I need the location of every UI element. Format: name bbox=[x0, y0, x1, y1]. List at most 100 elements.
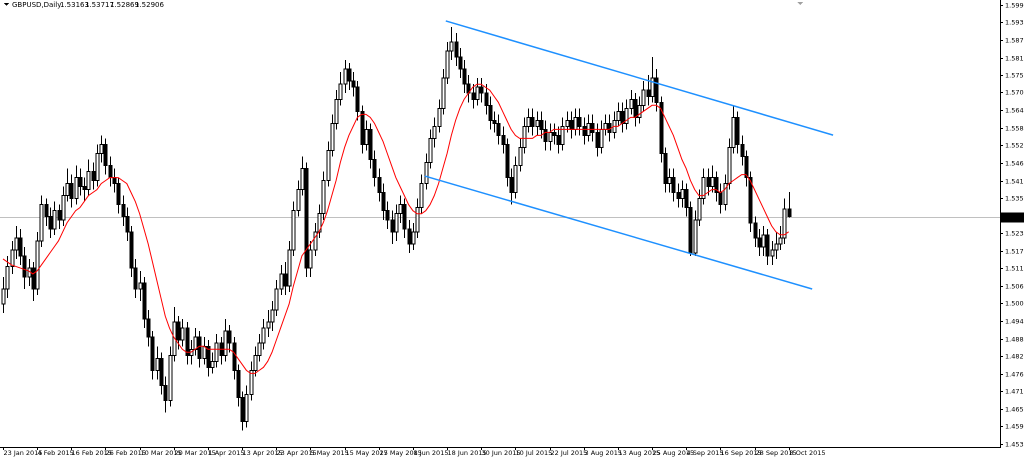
candle-body bbox=[522, 125, 527, 148]
x-tick-label: 15 May 2015 bbox=[346, 449, 388, 457]
candle-body bbox=[415, 207, 420, 233]
candle-body bbox=[313, 231, 318, 251]
candle-body bbox=[185, 327, 190, 356]
x-tick-label: 3 Aug 2015 bbox=[585, 449, 623, 457]
candle-body bbox=[35, 240, 40, 290]
candle-body bbox=[488, 104, 493, 121]
candle-body bbox=[530, 116, 535, 127]
y-tick-label: 1.47110 bbox=[1005, 388, 1024, 396]
menu-icon[interactable] bbox=[4, 3, 9, 6]
candle-body bbox=[693, 219, 698, 254]
header-value: 1.53717 bbox=[85, 1, 114, 9]
candle-body bbox=[552, 131, 557, 136]
candle-body bbox=[338, 83, 343, 100]
x-tick-label: 10 Mar 2015 bbox=[141, 449, 182, 457]
x-tick-label: 16 Sep 2015 bbox=[721, 449, 762, 457]
candle-body bbox=[150, 336, 155, 371]
candle-body bbox=[428, 137, 433, 164]
candle-body bbox=[210, 360, 215, 368]
candle-body bbox=[343, 68, 348, 85]
y-tick-label: 1.55270 bbox=[1005, 142, 1024, 150]
candle-body bbox=[462, 68, 467, 85]
candle-body bbox=[753, 222, 758, 239]
x-tick-label: 1 Apr 2015 bbox=[209, 449, 245, 457]
candle-body bbox=[206, 345, 211, 368]
y-tick-label: 1.50605 bbox=[1005, 283, 1024, 291]
candle-body bbox=[163, 384, 168, 401]
y-tick-label: 1.56440 bbox=[1005, 107, 1024, 115]
candle-body bbox=[57, 210, 62, 221]
candle-body bbox=[599, 128, 604, 148]
candle-body bbox=[590, 122, 595, 133]
candle-body bbox=[595, 131, 600, 148]
candle-body bbox=[676, 192, 681, 200]
candle-body bbox=[279, 273, 284, 290]
y-tick-label: 1.55855 bbox=[1005, 125, 1024, 133]
moving-average bbox=[2, 83, 789, 374]
candle-body bbox=[65, 183, 70, 197]
candle-body bbox=[223, 330, 228, 356]
candle-body bbox=[146, 318, 151, 338]
candle-body bbox=[82, 186, 87, 191]
candle-body bbox=[129, 231, 134, 269]
candle-body bbox=[637, 104, 642, 118]
y-tick-label: 1.59930 bbox=[1005, 2, 1024, 10]
candle-body bbox=[624, 107, 629, 124]
candle-body bbox=[402, 204, 407, 230]
candle-body bbox=[603, 122, 608, 130]
header-value: 1.52869 bbox=[110, 1, 139, 9]
candle-body bbox=[5, 265, 10, 290]
candle-body bbox=[714, 177, 719, 194]
candle-body bbox=[18, 237, 23, 257]
candle-body bbox=[227, 330, 232, 344]
candle-body bbox=[659, 101, 664, 154]
candle-body bbox=[731, 116, 736, 148]
candle-body bbox=[270, 309, 275, 323]
candle-body bbox=[355, 86, 360, 112]
x-tick-label: 26 Feb 2015 bbox=[106, 449, 146, 457]
candle-body bbox=[424, 162, 429, 185]
candle-body bbox=[108, 165, 113, 179]
candle-body bbox=[501, 134, 506, 145]
candle-body bbox=[300, 168, 305, 191]
candle-body bbox=[680, 189, 685, 200]
header-symbol: GBPUSD,Daily bbox=[12, 1, 61, 9]
candle-body bbox=[509, 177, 514, 194]
candle-body bbox=[475, 86, 480, 100]
current-price-label: 1.52906 bbox=[1003, 214, 1024, 222]
x-tick-label: 22 Jul 2015 bbox=[551, 449, 588, 457]
candle-body bbox=[492, 119, 497, 124]
candle-body bbox=[168, 354, 173, 401]
candle-body bbox=[78, 177, 83, 188]
x-tick-label: 23 Apr 2015 bbox=[277, 449, 317, 457]
candle-body bbox=[10, 249, 15, 267]
candle-body bbox=[765, 234, 770, 257]
x-tick-label: 13 Aug 2015 bbox=[619, 449, 661, 457]
candle-body bbox=[390, 219, 395, 233]
candle-body bbox=[142, 282, 147, 320]
y-tick-label: 1.53515 bbox=[1005, 195, 1024, 203]
x-tick-label: 20 Mar 2015 bbox=[175, 449, 216, 457]
candle-body bbox=[744, 155, 749, 179]
candle-body bbox=[526, 116, 531, 127]
candle-body bbox=[69, 183, 74, 200]
y-tick-label: 1.58180 bbox=[1005, 55, 1024, 63]
x-tick-label: 13 Apr 2015 bbox=[243, 449, 283, 457]
candle-body bbox=[394, 213, 399, 233]
candle-body bbox=[240, 396, 245, 423]
candle-body bbox=[629, 98, 634, 109]
candle-body bbox=[697, 198, 702, 221]
y-tick-label: 1.59350 bbox=[1005, 19, 1024, 27]
y-tick-label: 1.50020 bbox=[1005, 300, 1024, 308]
candle-body bbox=[155, 357, 160, 371]
candle-body bbox=[249, 369, 254, 395]
x-tick-label: 16 Feb 2015 bbox=[72, 449, 112, 457]
y-tick-label: 1.57025 bbox=[1005, 89, 1024, 97]
axes: 1.59930 1.59350 1.58765 1.58180 1.57595 1.570… bbox=[3, 2, 1024, 457]
candle-body bbox=[257, 342, 262, 356]
candle-body bbox=[351, 80, 356, 88]
x-tick-label: 8 Jun 2015 bbox=[414, 449, 449, 457]
candle-body bbox=[274, 288, 279, 311]
candle-body bbox=[253, 354, 258, 371]
candle-body bbox=[372, 159, 377, 179]
